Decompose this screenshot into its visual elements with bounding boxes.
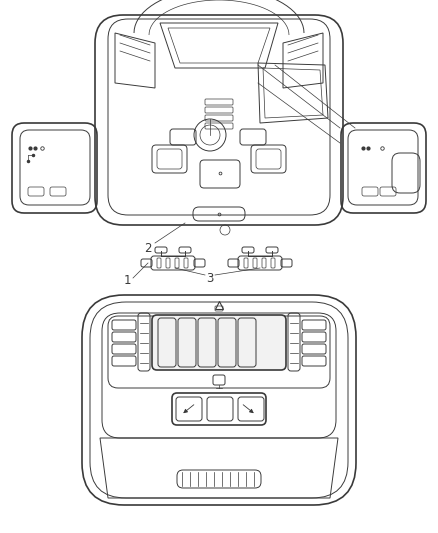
FancyBboxPatch shape [152, 315, 286, 370]
Text: 3: 3 [206, 272, 214, 286]
Text: 2: 2 [144, 241, 152, 254]
Text: 1: 1 [123, 274, 131, 287]
